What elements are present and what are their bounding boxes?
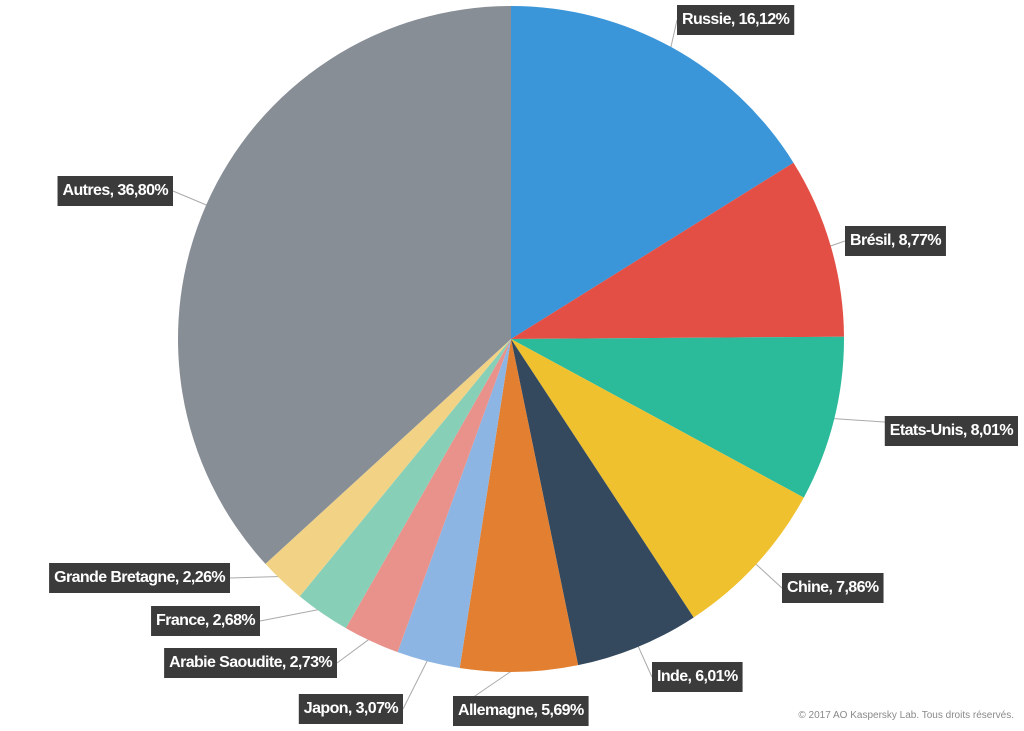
label-box xyxy=(151,606,260,636)
slice xyxy=(397,339,511,669)
slices xyxy=(178,6,845,672)
slice xyxy=(299,339,511,629)
label-value: 8,77% xyxy=(899,232,942,249)
slice xyxy=(265,339,511,597)
label-box xyxy=(453,696,589,726)
slice xyxy=(511,339,694,666)
label-text: Grande Bretagne, 2,26% xyxy=(54,569,225,586)
slice xyxy=(511,339,804,618)
label-box xyxy=(652,662,743,692)
label-separator: , xyxy=(205,612,213,629)
slice xyxy=(511,162,844,339)
label-separator: , xyxy=(828,579,836,596)
label-value: 5,69% xyxy=(541,702,584,719)
label-box xyxy=(49,563,230,593)
label-category: Russie xyxy=(682,11,732,28)
label-value: 16,12% xyxy=(739,11,790,28)
label-category: Arabie Saoudite xyxy=(169,654,283,671)
label-text: Japon, 3,07% xyxy=(304,700,399,717)
label-text: Arabie Saoudite, 2,73% xyxy=(169,654,332,671)
label-category: Brésil xyxy=(850,232,891,249)
label-value: 2,26% xyxy=(183,569,226,586)
label-value: 8,01% xyxy=(971,422,1014,439)
connector xyxy=(751,559,783,589)
connector xyxy=(402,655,431,710)
label-separator: , xyxy=(348,700,356,717)
slice xyxy=(178,6,511,564)
label-value: 7,86% xyxy=(836,579,879,596)
connector xyxy=(172,190,212,208)
label-text: France, 2,68% xyxy=(156,612,255,629)
label-text: Etats-Unis, 8,01% xyxy=(890,422,1014,439)
label-separator: , xyxy=(688,668,696,685)
label-category: Chine xyxy=(787,579,829,596)
label-category: Etats-Unis xyxy=(890,422,964,439)
label-text: Allemagne, 5,69% xyxy=(458,702,584,719)
connector xyxy=(336,635,375,664)
label-category: Autres xyxy=(63,182,111,199)
label-box xyxy=(164,648,337,678)
label-text: Autres, 36,80% xyxy=(63,182,169,199)
data-label: Inde, 6,01% xyxy=(652,662,743,692)
label-category: Grande Bretagne xyxy=(54,569,176,586)
connector xyxy=(259,607,326,622)
label-separator: , xyxy=(175,569,183,586)
slice xyxy=(459,339,579,672)
label-separator: , xyxy=(534,702,542,719)
label-box xyxy=(884,416,1018,446)
label-text: Chine, 7,86% xyxy=(787,579,879,596)
data-label: Brésil, 8,77% xyxy=(845,226,946,256)
slice xyxy=(345,339,511,653)
label-text: Inde, 6,01% xyxy=(657,668,738,685)
data-label: Arabie Saoudite, 2,73% xyxy=(164,648,337,678)
label-value: 3,07% xyxy=(356,700,399,717)
label-category: Inde xyxy=(657,668,688,685)
data-label: Japon, 3,07% xyxy=(298,694,403,724)
label-text: Russie, 16,12% xyxy=(682,11,790,28)
label-box xyxy=(845,226,946,256)
data-label: Etats-Unis, 8,01% xyxy=(884,416,1018,446)
label-separator: , xyxy=(891,232,899,249)
label-value: 2,68% xyxy=(213,612,256,629)
data-label: Russie, 16,12% xyxy=(677,5,795,35)
label-text: Brésil, 8,77% xyxy=(850,232,941,249)
connector xyxy=(229,575,287,579)
label-category: France xyxy=(156,612,206,629)
labels: Russie, 16,12% Brésil, 8,77% Etats-Unis, 8… xyxy=(49,5,1018,726)
label-category: Allemagne xyxy=(458,702,534,719)
data-label: Allemagne, 5,69% xyxy=(453,696,589,726)
label-separator: , xyxy=(110,182,118,199)
label-value: 2,73% xyxy=(290,654,333,671)
label-category: Japon xyxy=(304,700,348,717)
connector xyxy=(635,641,653,678)
label-separator: , xyxy=(282,654,290,671)
slice xyxy=(511,6,794,339)
data-label: Chine, 7,86% xyxy=(782,573,884,603)
label-value: 36,80% xyxy=(117,182,168,199)
label-box xyxy=(57,176,173,206)
label-separator: , xyxy=(963,422,971,439)
data-label: Autres, 36,80% xyxy=(57,176,173,206)
label-box xyxy=(677,5,795,35)
data-label: Grande Bretagne, 2,26% xyxy=(49,563,230,593)
label-separator: , xyxy=(731,11,739,28)
label-box xyxy=(782,573,884,603)
label-box xyxy=(298,694,403,724)
label-value: 6,01% xyxy=(695,668,738,685)
credit: © 2017 AO Kaspersky Lab. Tous droits rés… xyxy=(798,710,1014,721)
data-label: France, 2,68% xyxy=(151,606,260,636)
slice xyxy=(511,336,845,498)
